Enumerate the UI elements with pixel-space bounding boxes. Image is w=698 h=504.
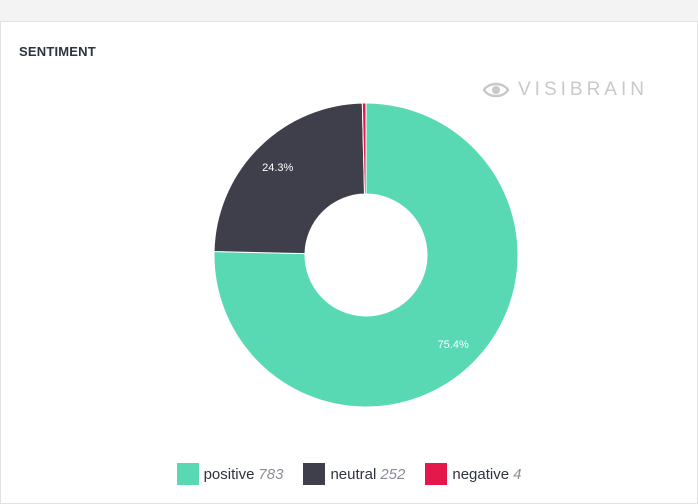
legend: positive 783 neutral 252 negative 4 [1, 463, 697, 485]
legend-item-positive[interactable]: positive 783 [176, 463, 284, 485]
data-label-neutral: 24.3% [262, 162, 293, 174]
legend-swatch-neutral [303, 463, 326, 485]
legend-count-positive: 783 [258, 465, 284, 483]
eye-icon [482, 81, 510, 99]
donut-chart: 75.4% 24.3% [213, 102, 519, 408]
legend-item-neutral[interactable]: neutral 252 [303, 463, 405, 485]
slice-positive[interactable] [213, 102, 519, 408]
chart-card: SENTIMENT VISIBRAIN 75.4% 24.3% positive … [0, 21, 698, 504]
brand-name: VISIBRAIN [518, 79, 648, 100]
brand-watermark: VISIBRAIN [482, 79, 648, 100]
legend-swatch-positive [176, 463, 199, 485]
labels-group: 75.4% 24.3% [262, 162, 469, 351]
chart-title: SENTIMENT [19, 44, 96, 59]
legend-count-negative: 4 [513, 465, 522, 483]
legend-count-neutral: 252 [380, 465, 406, 483]
slices-group [213, 102, 519, 408]
data-label-positive: 75.4% [438, 339, 469, 351]
slice-negative[interactable] [361, 102, 367, 195]
legend-item-negative[interactable]: negative 4 [425, 463, 521, 485]
legend-label-neutral: neutral [330, 465, 377, 483]
legend-label-negative: negative [452, 465, 510, 483]
slice-neutral[interactable] [213, 102, 366, 255]
legend-swatch-negative [425, 463, 448, 485]
legend-label-positive: positive [203, 465, 255, 483]
